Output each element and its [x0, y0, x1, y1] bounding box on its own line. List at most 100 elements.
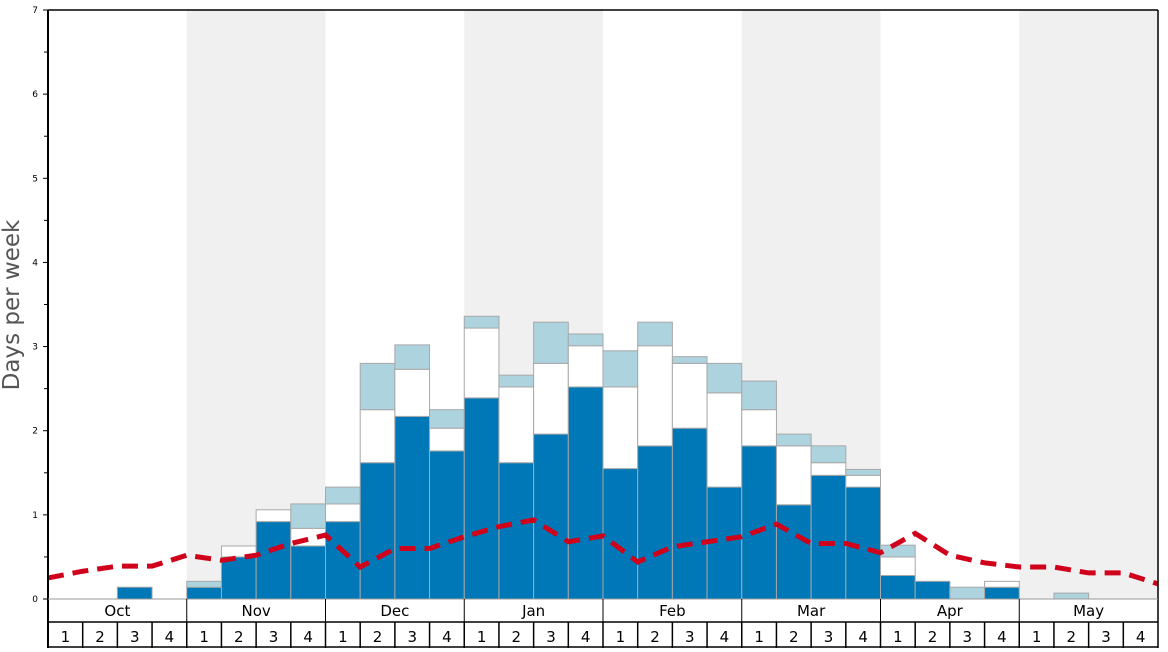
bar-middle-segment: [810, 462, 847, 476]
week-label: 1: [893, 628, 903, 646]
y-tick-label: 3: [32, 343, 38, 353]
week-label: 2: [234, 628, 244, 646]
bar-bottom-segment: [914, 580, 951, 600]
week-label: 3: [130, 628, 140, 646]
bar-middle-segment: [637, 345, 673, 447]
bar-top-segment: [637, 321, 673, 347]
month-label: Apr: [937, 602, 964, 620]
bar-middle-segment: [775, 445, 812, 506]
week-label: 4: [442, 628, 452, 646]
bar-bottom-segment: [810, 474, 847, 600]
bar-bottom-segment: [602, 468, 639, 600]
month-label: Mar: [797, 602, 826, 620]
bar-bottom-segment: [671, 427, 708, 600]
week-label: 3: [546, 628, 556, 646]
bar-middle-segment: [463, 327, 500, 399]
bar-top-segment: [671, 356, 708, 364]
bar-bottom-segment: [533, 433, 569, 600]
bar-bottom-segment: [637, 445, 673, 600]
bar-top-segment: [880, 544, 916, 558]
bar-middle-segment: [359, 409, 396, 464]
y-tick-label: 6: [32, 90, 38, 100]
bar-middle-segment: [533, 362, 569, 435]
bar-top-segment: [775, 433, 812, 447]
week-label: 2: [512, 628, 522, 646]
week-label: 1: [477, 628, 487, 646]
bar-middle-segment: [255, 509, 292, 523]
bar-middle-segment: [498, 386, 535, 464]
week-label: 1: [338, 628, 348, 646]
week-label: 2: [373, 628, 383, 646]
week-label: 4: [858, 628, 868, 646]
bar-middle-segment: [602, 386, 639, 470]
bar-top-segment: [429, 409, 465, 429]
week-label: 2: [650, 628, 660, 646]
bar-bottom-segment: [498, 462, 535, 600]
week-label: 4: [720, 628, 730, 646]
bar-top-segment: [741, 380, 777, 411]
week-label: 1: [199, 628, 209, 646]
week-label: 4: [997, 628, 1007, 646]
bar-top-segment: [533, 321, 569, 364]
bar-bottom-segment: [463, 397, 500, 600]
month-band: [186, 10, 326, 599]
bar-middle-segment: [984, 580, 1020, 588]
bar-top-segment: [706, 362, 743, 394]
bar-bottom-segment: [359, 462, 396, 600]
bar-bottom-segment: [290, 545, 326, 600]
bar-middle-segment: [567, 345, 604, 388]
bar-bottom-segment: [429, 450, 465, 600]
bar-middle-segment: [394, 368, 431, 417]
bar-top-segment: [602, 350, 639, 388]
month-label: Oct: [104, 602, 130, 620]
bar-bottom-segment: [880, 574, 916, 600]
month-label: Jan: [521, 602, 545, 620]
bar-top-segment: [567, 333, 604, 347]
bar-middle-segment: [429, 427, 465, 452]
bar-top-segment: [949, 586, 986, 600]
week-label: 2: [928, 628, 938, 646]
average-line: [47, 517, 1159, 587]
bar-bottom-segment: [984, 586, 1020, 600]
bar-bottom-segment: [116, 586, 153, 600]
week-label: 1: [754, 628, 764, 646]
bar-top-segment: [845, 468, 881, 476]
y-tick-label: 1: [32, 511, 38, 521]
bar-bottom-segment: [775, 504, 812, 600]
bar-top-segment: [325, 486, 361, 505]
average-dashed-line: [47, 517, 1159, 587]
bar-middle-segment: [706, 392, 743, 488]
bar-top-segment: [1053, 592, 1090, 600]
bar-bottom-segment: [186, 586, 222, 600]
week-label: 2: [95, 628, 105, 646]
y-tick-label: 2: [32, 427, 38, 437]
week-label: 4: [1136, 628, 1146, 646]
month-band: [1019, 10, 1158, 599]
y-tick-label: 5: [32, 174, 38, 184]
bar-bottom-segment: [325, 521, 361, 600]
y-tick-label: 0: [32, 595, 38, 605]
week-label: 4: [303, 628, 313, 646]
week-label: 1: [1032, 628, 1042, 646]
week-label: 3: [685, 628, 695, 646]
bar-middle-segment: [880, 556, 916, 576]
week-label: 1: [616, 628, 626, 646]
week-label: 4: [165, 628, 175, 646]
bar-bottom-segment: [567, 386, 604, 600]
bar-middle-segment: [741, 409, 777, 447]
bars: [116, 315, 1090, 600]
bar-top-segment: [359, 362, 396, 411]
week-label: 3: [824, 628, 834, 646]
bar-top-segment: [463, 315, 500, 329]
month-label: Dec: [380, 602, 409, 620]
week-label: 3: [1101, 628, 1111, 646]
week-label: 2: [789, 628, 799, 646]
week-label: 3: [269, 628, 279, 646]
week-label: 3: [962, 628, 972, 646]
bar-bottom-segment: [255, 521, 292, 600]
y-axis-label: Days per week: [0, 219, 25, 390]
y-tick-label: 7: [32, 6, 38, 16]
bar-top-segment: [394, 344, 431, 370]
bar-top-segment: [498, 374, 535, 388]
